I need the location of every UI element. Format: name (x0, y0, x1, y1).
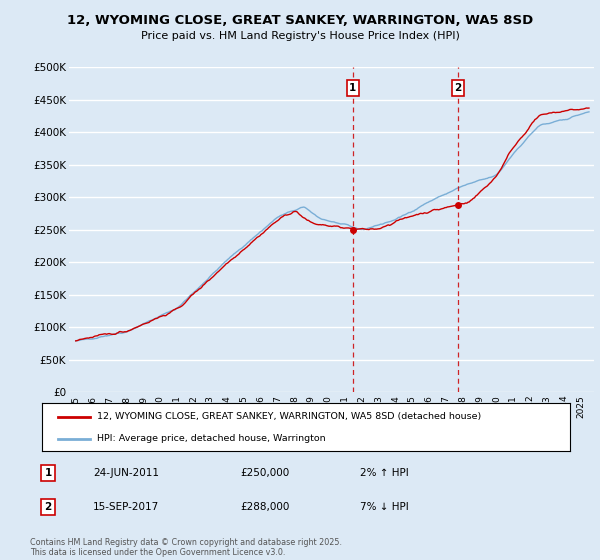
Text: 1: 1 (349, 83, 356, 93)
Text: 2% ↑ HPI: 2% ↑ HPI (360, 468, 409, 478)
Text: HPI: Average price, detached house, Warrington: HPI: Average price, detached house, Warr… (97, 435, 326, 444)
Text: 15-SEP-2017: 15-SEP-2017 (93, 502, 159, 512)
Text: Contains HM Land Registry data © Crown copyright and database right 2025.
This d: Contains HM Land Registry data © Crown c… (30, 538, 342, 557)
Text: 2: 2 (44, 502, 52, 512)
Text: 2: 2 (454, 83, 461, 93)
Text: 12, WYOMING CLOSE, GREAT SANKEY, WARRINGTON, WA5 8SD (detached house): 12, WYOMING CLOSE, GREAT SANKEY, WARRING… (97, 412, 482, 421)
Text: 1: 1 (44, 468, 52, 478)
Text: £250,000: £250,000 (240, 468, 289, 478)
Text: Price paid vs. HM Land Registry's House Price Index (HPI): Price paid vs. HM Land Registry's House … (140, 31, 460, 41)
Text: 24-JUN-2011: 24-JUN-2011 (93, 468, 159, 478)
Text: 7% ↓ HPI: 7% ↓ HPI (360, 502, 409, 512)
Text: 12, WYOMING CLOSE, GREAT SANKEY, WARRINGTON, WA5 8SD: 12, WYOMING CLOSE, GREAT SANKEY, WARRING… (67, 14, 533, 27)
Text: £288,000: £288,000 (240, 502, 289, 512)
